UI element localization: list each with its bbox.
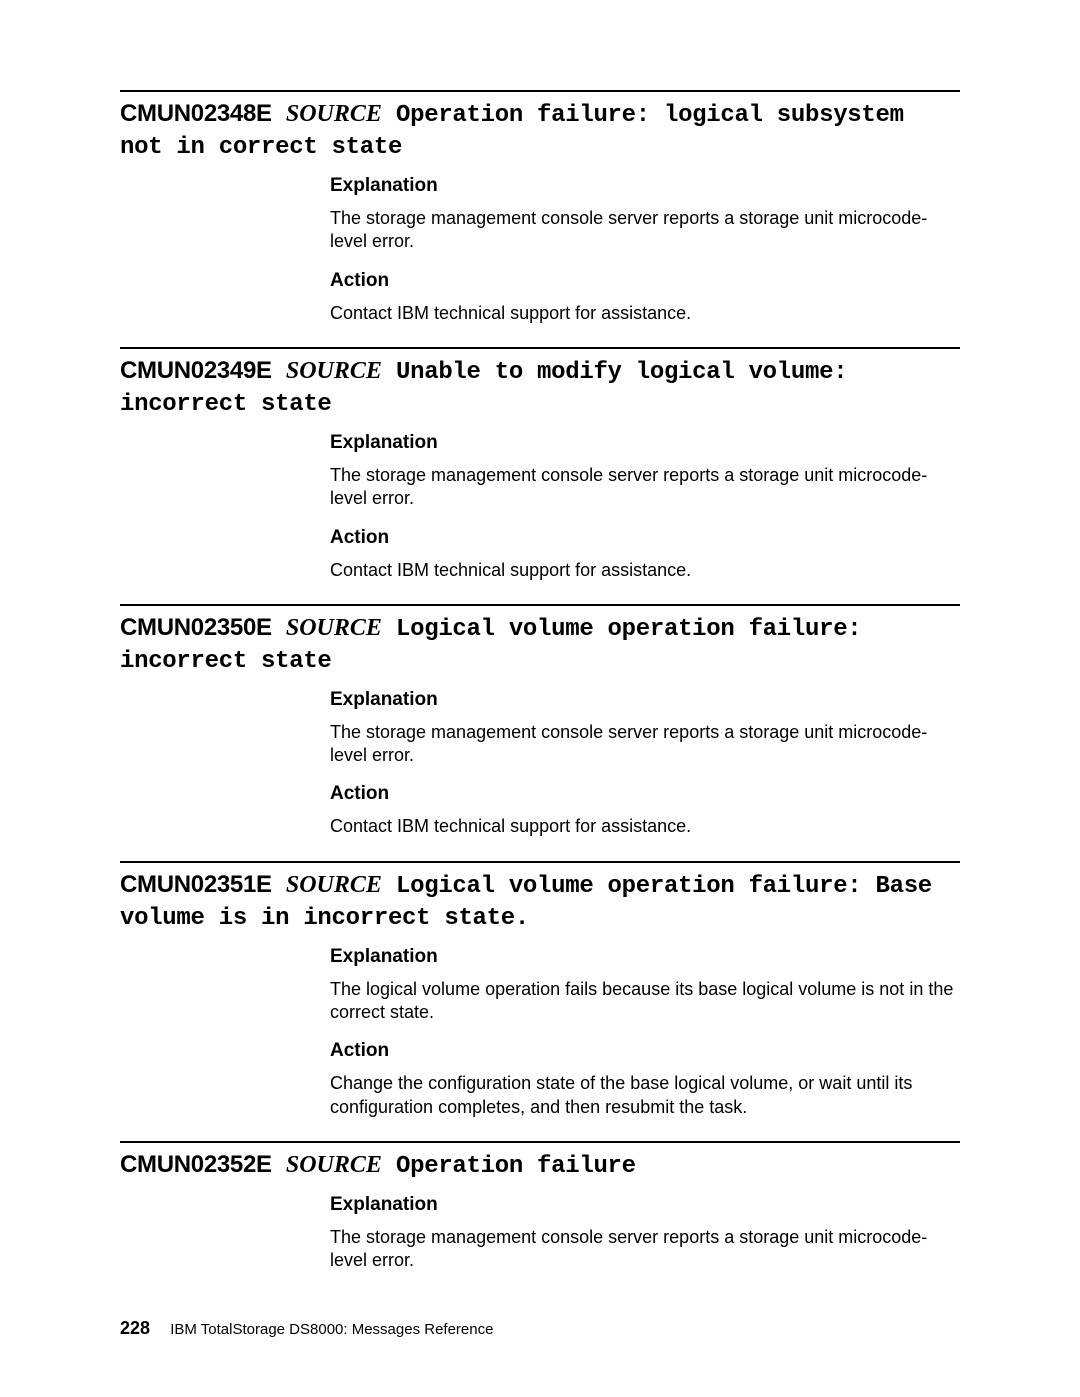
action-text: Contact IBM technical support for assist… bbox=[330, 559, 960, 582]
action-heading: Action bbox=[330, 270, 960, 292]
message-code: CMUN02351E bbox=[120, 871, 272, 898]
message-code: CMUN02350E bbox=[120, 614, 272, 641]
action-text: Contact IBM technical support for assist… bbox=[330, 302, 960, 325]
explanation-text: The storage management console server re… bbox=[330, 1226, 960, 1273]
message-source: SOURCE bbox=[286, 872, 382, 898]
action-heading: Action bbox=[330, 783, 960, 805]
explanation-heading: Explanation bbox=[330, 175, 960, 197]
explanation-heading: Explanation bbox=[330, 689, 960, 711]
action-heading: Action bbox=[330, 527, 960, 549]
page-number: 228 bbox=[120, 1318, 150, 1338]
message-entry: CMUN02348E SOURCE Operation failure: log… bbox=[120, 90, 960, 325]
message-code: CMUN02349E bbox=[120, 357, 272, 384]
message-entry: CMUN02351E SOURCE Logical volume operati… bbox=[120, 861, 960, 1119]
action-text: Contact IBM technical support for assist… bbox=[330, 815, 960, 838]
explanation-heading: Explanation bbox=[330, 1194, 960, 1216]
message-body: Explanation The storage management conso… bbox=[330, 432, 960, 582]
message-title: CMUN02348E SOURCE Operation failure: log… bbox=[120, 98, 960, 165]
message-body: Explanation The storage management conso… bbox=[330, 175, 960, 325]
message-code: CMUN02352E bbox=[120, 1151, 272, 1178]
explanation-text: The storage management console server re… bbox=[330, 464, 960, 511]
explanation-text: The logical volume operation fails becau… bbox=[330, 978, 960, 1025]
message-entry: CMUN02350E SOURCE Logical volume operati… bbox=[120, 604, 960, 839]
action-heading: Action bbox=[330, 1040, 960, 1062]
explanation-heading: Explanation bbox=[330, 946, 960, 968]
message-body: Explanation The storage management conso… bbox=[330, 1194, 960, 1273]
message-body: Explanation The logical volume operation… bbox=[330, 946, 960, 1120]
message-title: CMUN02349E SOURCE Unable to modify logic… bbox=[120, 355, 960, 422]
message-code: CMUN02348E bbox=[120, 100, 272, 127]
message-source: SOURCE bbox=[286, 1152, 382, 1178]
explanation-heading: Explanation bbox=[330, 432, 960, 454]
message-title-text: Operation failure bbox=[396, 1153, 636, 1180]
message-title: CMUN02352E SOURCE Operation failure bbox=[120, 1149, 960, 1183]
doc-title: IBM TotalStorage DS8000: Messages Refere… bbox=[170, 1321, 493, 1338]
message-title: CMUN02350E SOURCE Logical volume operati… bbox=[120, 612, 960, 679]
explanation-text: The storage management console server re… bbox=[330, 721, 960, 768]
message-title: CMUN02351E SOURCE Logical volume operati… bbox=[120, 869, 960, 936]
explanation-text: The storage management console server re… bbox=[330, 207, 960, 254]
action-text: Change the configuration state of the ba… bbox=[330, 1072, 960, 1119]
message-source: SOURCE bbox=[286, 101, 382, 127]
page-footer: 228 IBM TotalStorage DS8000: Messages Re… bbox=[120, 1318, 493, 1339]
document-page: CMUN02348E SOURCE Operation failure: log… bbox=[0, 0, 1080, 1397]
message-source: SOURCE bbox=[286, 358, 382, 384]
message-entry: CMUN02352E SOURCE Operation failure Expl… bbox=[120, 1141, 960, 1272]
message-body: Explanation The storage management conso… bbox=[330, 689, 960, 839]
message-source: SOURCE bbox=[286, 615, 382, 641]
message-entry: CMUN02349E SOURCE Unable to modify logic… bbox=[120, 347, 960, 582]
